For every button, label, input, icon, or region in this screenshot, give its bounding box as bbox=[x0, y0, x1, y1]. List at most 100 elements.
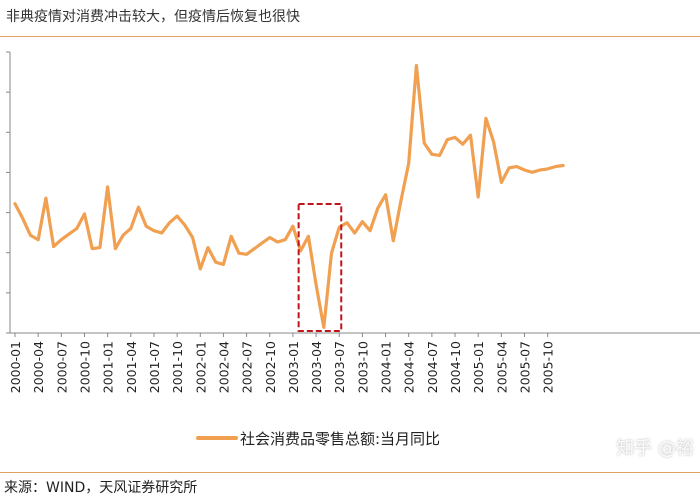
data-point bbox=[423, 142, 426, 145]
x-tick-label: 2003-04 bbox=[309, 341, 324, 393]
data-point bbox=[539, 169, 542, 172]
title-divider bbox=[0, 36, 700, 37]
x-tick-label: 2003-07 bbox=[332, 341, 347, 393]
data-point bbox=[353, 232, 356, 235]
data-point bbox=[546, 167, 549, 170]
x-tick-label: 2005-01 bbox=[471, 341, 486, 393]
data-point bbox=[245, 253, 248, 256]
axis-layer bbox=[6, 51, 700, 334]
data-point bbox=[461, 143, 464, 146]
data-point bbox=[523, 169, 526, 172]
data-point bbox=[253, 247, 256, 250]
data-point bbox=[284, 238, 287, 241]
x-tick-label: 2004-07 bbox=[425, 341, 440, 393]
x-tick-labels: 2000-01 2000-04 2000-07 2000-10 2001-01 2001-… bbox=[8, 333, 556, 393]
data-point bbox=[384, 193, 387, 196]
x-tick-label: 2005-07 bbox=[518, 341, 533, 393]
chart: 2000-01 2000-04 2000-07 2000-10 2001-01 2001-… bbox=[6, 51, 700, 448]
data-point bbox=[515, 165, 518, 168]
data-point bbox=[199, 268, 202, 271]
data-point bbox=[14, 202, 17, 205]
data-point bbox=[160, 232, 163, 235]
chart-title: 非典疫情对消费冲击较大，但疫情后恢复也很快 bbox=[6, 9, 300, 25]
data-point bbox=[75, 227, 78, 230]
x-tick-label: 2001-04 bbox=[124, 341, 139, 393]
data-point bbox=[338, 226, 341, 229]
data-point bbox=[485, 117, 488, 120]
data-point bbox=[99, 246, 102, 249]
x-tick-label: 2000-04 bbox=[31, 341, 46, 393]
data-point bbox=[129, 227, 132, 230]
data-point bbox=[392, 239, 395, 242]
x-tick-label: 2001-10 bbox=[170, 341, 185, 393]
x-tick-label: 2004-10 bbox=[448, 341, 463, 393]
data-point bbox=[21, 217, 24, 220]
data-point bbox=[261, 242, 264, 245]
data-point bbox=[191, 236, 194, 239]
x-tick-label: 2001-07 bbox=[147, 341, 162, 393]
data-point bbox=[60, 238, 63, 241]
data-point bbox=[492, 141, 495, 144]
footer-divider bbox=[0, 472, 700, 473]
data-point bbox=[477, 196, 480, 199]
data-point bbox=[52, 245, 55, 248]
x-tick-label: 2002-10 bbox=[263, 341, 278, 393]
x-tick-label: 2000-01 bbox=[8, 341, 23, 393]
data-point bbox=[276, 241, 279, 244]
data-point bbox=[376, 207, 379, 210]
data-point bbox=[237, 252, 240, 255]
series-line bbox=[13, 63, 565, 329]
data-point bbox=[214, 261, 217, 264]
x-tick-label: 2003-10 bbox=[355, 341, 370, 393]
data-point bbox=[330, 252, 333, 255]
line-layer bbox=[13, 63, 565, 332]
data-point bbox=[407, 162, 410, 165]
data-point bbox=[400, 199, 403, 202]
x-tick-label: 2005-04 bbox=[494, 341, 509, 393]
data-point bbox=[114, 247, 117, 250]
data-point bbox=[531, 171, 534, 174]
x-tick-label: 2000-10 bbox=[77, 341, 92, 393]
data-point bbox=[268, 236, 271, 239]
data-point bbox=[91, 247, 94, 250]
data-point bbox=[469, 134, 472, 137]
x-tick-label: 2001-01 bbox=[101, 341, 116, 393]
x-tick-label: 2002-07 bbox=[240, 341, 255, 393]
legend: 社会消费品零售总额:当月同比 bbox=[196, 430, 440, 448]
data-point bbox=[562, 164, 565, 167]
data-point bbox=[145, 225, 148, 228]
data-point bbox=[137, 206, 140, 209]
x-tick-label: 2002-01 bbox=[193, 341, 208, 393]
data-point bbox=[68, 233, 71, 236]
data-point bbox=[106, 185, 109, 188]
data-point bbox=[446, 138, 449, 141]
data-point bbox=[322, 326, 325, 329]
data-point bbox=[430, 153, 433, 156]
data-point bbox=[168, 221, 171, 224]
data-point bbox=[37, 238, 40, 241]
data-point bbox=[454, 136, 457, 139]
data-point bbox=[292, 225, 295, 228]
data-point bbox=[83, 212, 86, 215]
data-point bbox=[346, 221, 349, 224]
data-point bbox=[222, 263, 225, 266]
x-tick-label: 2004-01 bbox=[379, 341, 394, 393]
x-tick-label: 2000-07 bbox=[54, 341, 69, 393]
x-tick-label: 2005-10 bbox=[541, 341, 556, 393]
data-point bbox=[500, 181, 503, 184]
data-point bbox=[307, 235, 310, 238]
source-note: 来源：WIND，天风证券研究所 bbox=[4, 480, 198, 496]
x-tick-label: 2002-04 bbox=[216, 341, 231, 393]
data-point bbox=[29, 234, 32, 237]
data-point bbox=[230, 235, 233, 238]
x-tick-label: 2003-01 bbox=[286, 341, 301, 393]
data-point bbox=[361, 220, 364, 223]
data-point bbox=[438, 154, 441, 157]
x-tick-label: 2004-04 bbox=[402, 341, 417, 393]
data-point bbox=[183, 224, 186, 227]
data-point bbox=[176, 215, 179, 218]
data-point bbox=[508, 166, 511, 169]
watermark: 知乎 @裕 bbox=[616, 438, 694, 459]
data-point bbox=[207, 246, 210, 249]
data-point bbox=[369, 229, 372, 232]
